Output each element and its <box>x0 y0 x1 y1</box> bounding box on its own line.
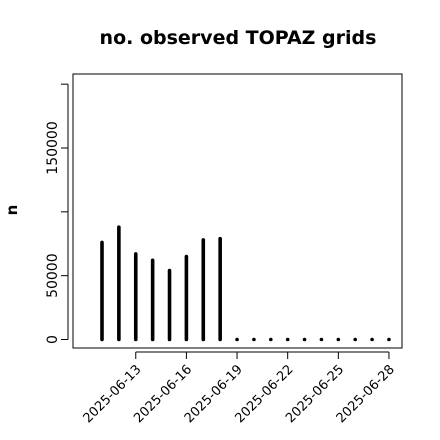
y-axis: 0 50000 150000 <box>45 83 69 344</box>
chart-title: no. observed TOPAZ grids <box>100 27 377 49</box>
plot-frame <box>72 73 403 349</box>
y-tick-label: 0 <box>45 335 61 344</box>
y-tick-label: 150000 <box>45 121 61 174</box>
x-axis: 2025-06-132025-06-162025-06-192025-06-22… <box>81 351 398 426</box>
y-axis-label: n <box>3 205 21 216</box>
bars <box>100 225 391 342</box>
y-tick-label: 50000 <box>45 253 61 298</box>
